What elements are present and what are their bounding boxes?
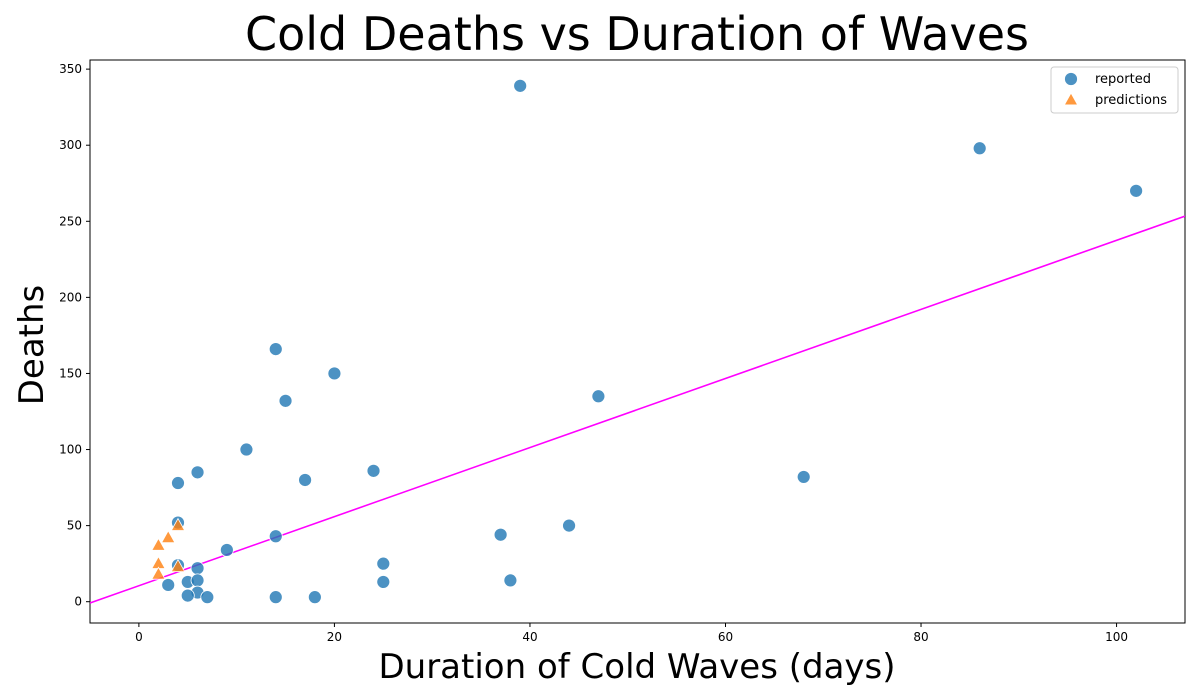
reported-point	[161, 578, 176, 592]
reported-point	[591, 389, 606, 404]
y-tick-label: 250	[59, 214, 82, 228]
reported-point	[376, 556, 391, 571]
x-axis-label: Duration of Cold Waves (days)	[378, 647, 895, 687]
predictions-point	[151, 566, 166, 580]
x-tick-label: 80	[913, 630, 928, 644]
legend-label-reported: reported	[1095, 72, 1151, 87]
reported-point	[376, 575, 391, 589]
y-tick-label: 350	[59, 62, 82, 76]
predictions-point	[170, 558, 186, 572]
reported-point	[327, 366, 342, 381]
reported-point	[278, 393, 293, 408]
reported-point	[366, 463, 381, 478]
y-tick-label: 50	[67, 519, 82, 533]
legend-marker-predictions	[1063, 92, 1079, 106]
reported-point	[562, 518, 576, 533]
reported-point	[268, 529, 283, 544]
reported-point	[180, 588, 195, 603]
y-axis-label: Deaths	[12, 285, 52, 406]
reported-point	[1129, 183, 1144, 198]
reported-point	[239, 442, 254, 457]
y-tick-label: 100	[59, 443, 82, 457]
y-tick-label: 150	[59, 366, 82, 380]
reported-point	[307, 590, 322, 605]
x-tick-label: 100	[1105, 630, 1128, 644]
x-tick-label: 20	[327, 630, 342, 644]
predictions-point	[160, 529, 176, 544]
reported-point	[200, 590, 215, 605]
predictions-point	[151, 537, 166, 551]
y-axis: 0 50 100 150 200 250 300 350	[59, 62, 90, 609]
legend-box	[1050, 66, 1179, 114]
plot-area-frame	[89, 59, 1186, 624]
reported-point	[298, 473, 312, 487]
y-tick-label: 300	[59, 138, 82, 152]
reported-point	[190, 465, 205, 480]
legend: reported predictions	[1050, 66, 1179, 114]
reported-point	[796, 470, 811, 484]
reported-point	[513, 78, 528, 93]
reported-point	[219, 543, 234, 557]
reported-point	[493, 527, 508, 542]
reported-point	[268, 342, 283, 357]
x-axis: 0 20 40 60 80 100	[135, 623, 1128, 644]
reported-point	[503, 573, 518, 588]
reported-point	[268, 590, 283, 605]
y-tick-label: 0	[74, 595, 82, 609]
predictions-point	[170, 517, 186, 531]
x-tick-label: 60	[718, 630, 733, 644]
y-tick-label: 200	[59, 290, 82, 304]
data-marks	[90, 78, 1185, 605]
reported-point	[972, 141, 987, 156]
reported-point	[190, 561, 205, 576]
legend-label-predictions: predictions	[1095, 93, 1167, 108]
x-tick-label: 40	[522, 630, 537, 644]
legend-marker-reported	[1064, 72, 1078, 86]
trend-line	[90, 215, 1185, 604]
chart-title: Cold Deaths vs Duration of Waves	[245, 7, 1029, 61]
x-tick-label: 0	[135, 630, 143, 644]
reported-point	[190, 573, 205, 588]
reported-point	[171, 476, 185, 490]
